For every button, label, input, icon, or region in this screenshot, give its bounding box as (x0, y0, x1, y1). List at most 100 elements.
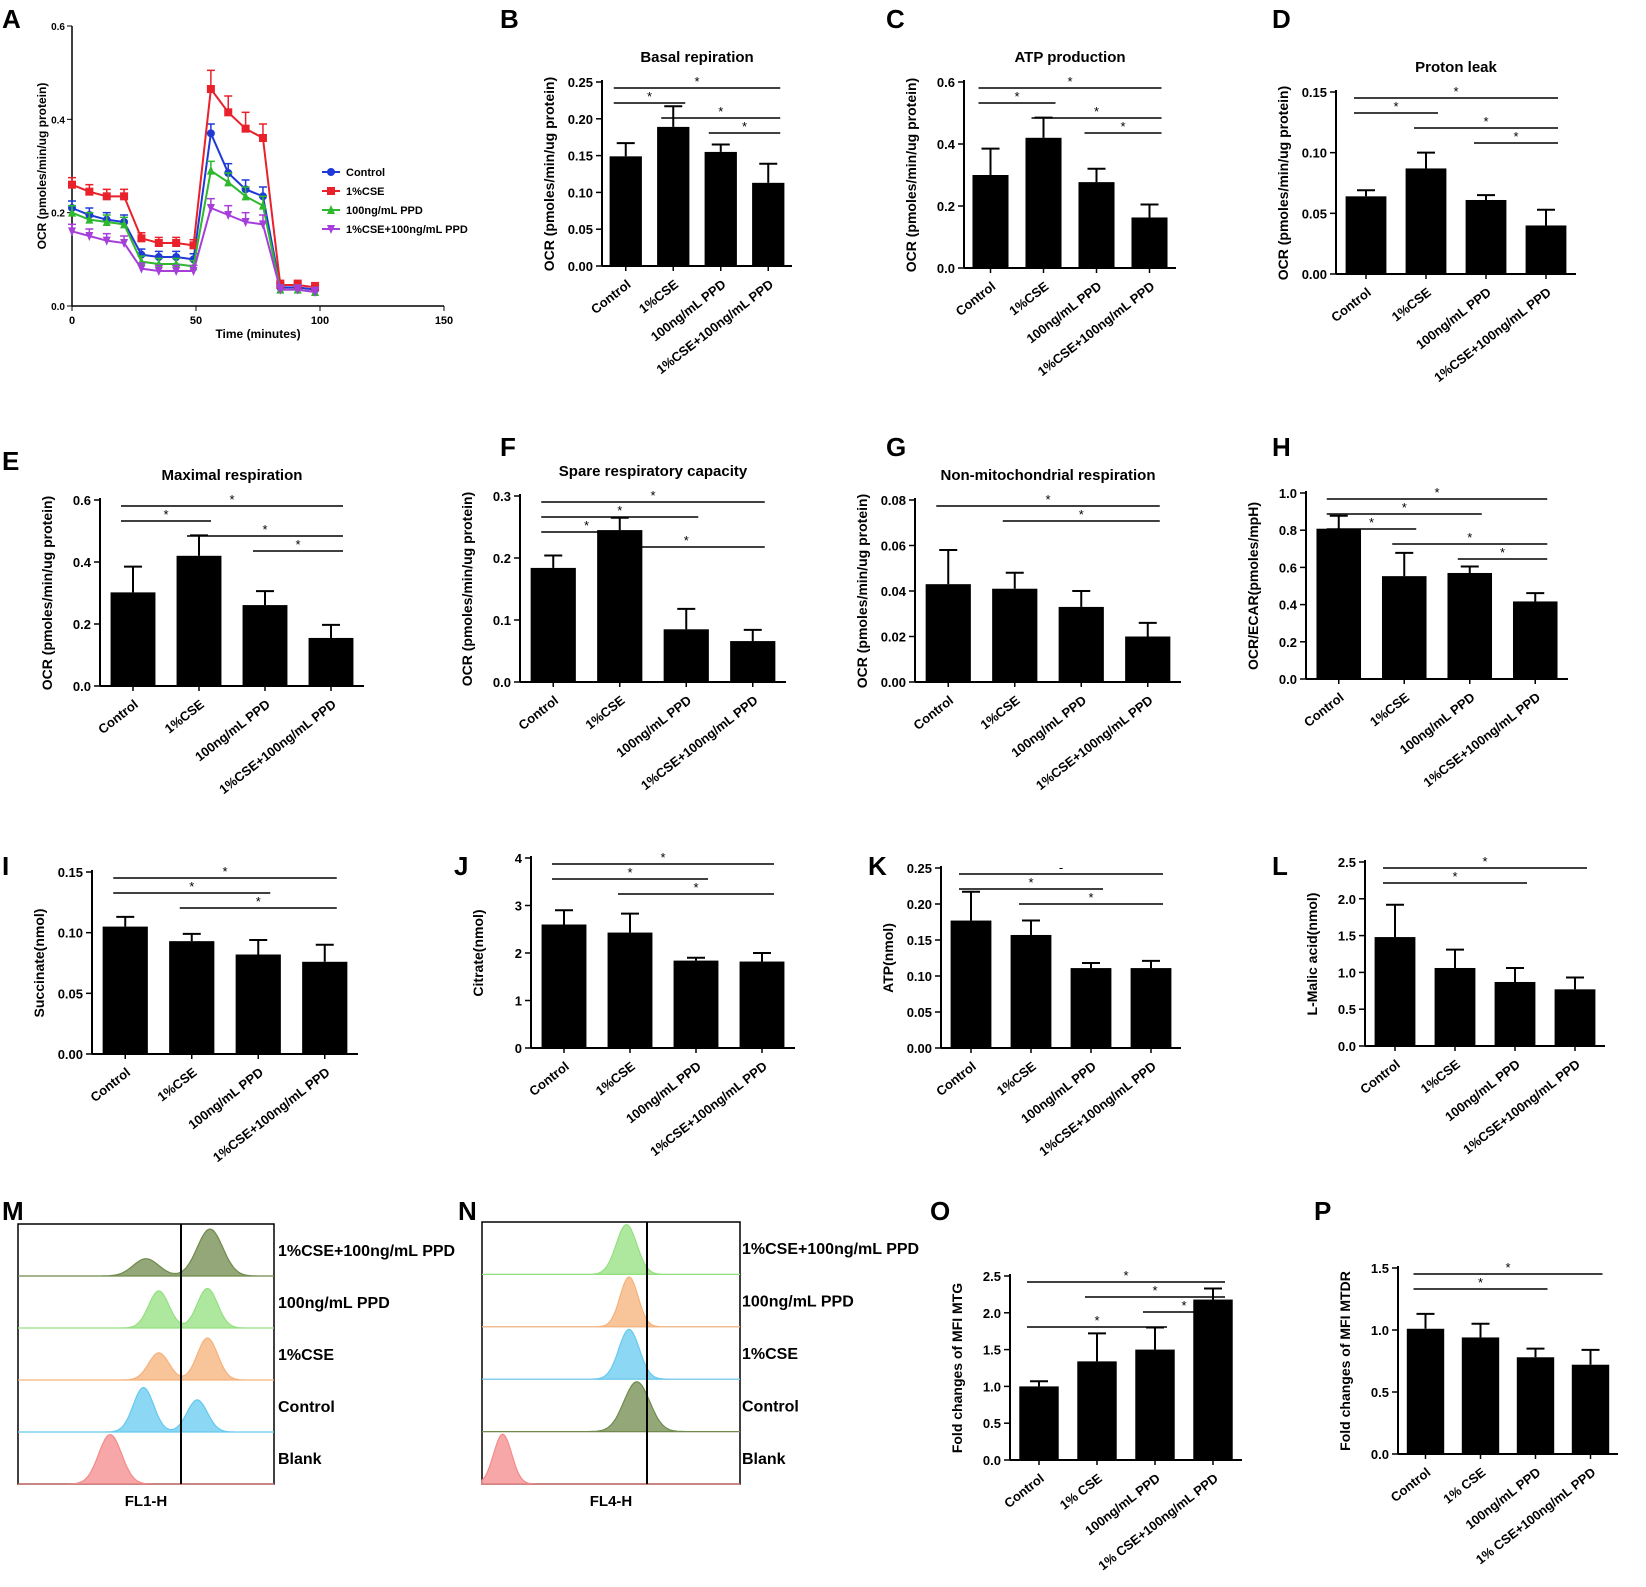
y-tick-label: 0.1 (493, 613, 511, 628)
data-point (206, 85, 215, 93)
x-tick-label: 0 (69, 315, 75, 327)
bar-0 (530, 567, 576, 682)
data-point (224, 211, 233, 220)
y-tick-label: 0.15 (907, 933, 932, 948)
histogram-track-2 (482, 1328, 740, 1380)
bar-1 (597, 530, 643, 682)
significance-mark: * (1152, 1283, 1157, 1298)
x-tick-label: 1%CSE+100ng/mL PPD (216, 697, 339, 797)
x-tick-label: Control (1328, 285, 1374, 325)
y-tick-label: 0.00 (881, 675, 906, 690)
chart-a: 0 50 100 150 0.0 0.2 0.4 0.6 Time (minutes) OCR (… (35, 22, 468, 341)
y-tick-label: 0.0 (493, 675, 511, 690)
y-axis-label: Succinate(nmol) (31, 909, 47, 1018)
bar-3 (730, 641, 776, 682)
y-tick-label: 0.5 (1371, 1385, 1389, 1400)
x-tick-label: 1%CSE (154, 1064, 199, 1104)
x-axis-label: FL1-H (125, 1493, 168, 1510)
bar-2 (1135, 1349, 1175, 1460)
significance-mark: * (660, 850, 665, 865)
data-point (224, 108, 233, 117)
panel-letter-b: B (500, 4, 519, 34)
x-tick-label: Control (1301, 690, 1347, 730)
bar-1 (1381, 576, 1427, 679)
series-1 (68, 69, 320, 292)
bar-3 (1525, 225, 1567, 274)
chart-n: 1%CSE+100ng/mL PPD 100ng/mL PPD 1%CSE Contr… (481, 1221, 919, 1510)
significance-mark: * (1505, 1260, 1510, 1275)
chart-m: 1%CSE+100ng/mL PPD 100ng/mL PPD 1%CSE Contr… (17, 1223, 455, 1510)
y-tick-label: 0.6 (51, 22, 65, 33)
y-tick-label: 0.05 (1302, 206, 1327, 221)
y-tick-label: 0.3 (493, 489, 511, 504)
significance-mark: * (693, 880, 698, 895)
bar-2 (704, 151, 737, 266)
bar-1 (657, 126, 690, 266)
x-tick-label: Control (910, 693, 956, 733)
data-point (189, 241, 198, 250)
x-tick-label: Control (588, 277, 634, 317)
x-tick-label: Control (526, 1059, 572, 1099)
y-tick-label: 0.2 (51, 209, 65, 220)
significance-mark: * (584, 518, 589, 533)
track-label: 1%CSE+100ng/mL PPD (742, 1241, 919, 1258)
histogram-curve (18, 1337, 274, 1381)
panel-letter-a: A (2, 4, 21, 34)
significance-mark: * (1478, 1275, 1483, 1290)
y-tick-label: 0.4 (73, 555, 92, 570)
y-tick-label: 0.2 (1279, 635, 1297, 650)
bar-2 (1494, 981, 1536, 1046)
chart-title: Non-mitochondrial respiration (940, 467, 1155, 484)
significance-mark: * (1452, 869, 1457, 884)
chart-title: Basal repiration (640, 49, 753, 66)
y-tick-label: 3 (515, 899, 522, 914)
y-tick-label: 0.2 (73, 617, 91, 632)
x-tick-label: Control (1001, 1471, 1047, 1511)
legend-label: 1%CSE (346, 186, 385, 198)
data-point (172, 267, 181, 276)
series-3 (68, 197, 320, 297)
y-axis-label: ATP(nmol) (880, 923, 896, 993)
y-tick-label: 0.8 (1279, 523, 1297, 538)
data-point (172, 239, 181, 247)
significance-mark: * (1513, 129, 1518, 144)
panel-letter-e: E (2, 446, 19, 476)
y-tick-label: 0.5 (983, 1416, 1001, 1431)
y-tick-label: 0.25 (907, 861, 932, 876)
track-label: 1%CSE (278, 1347, 334, 1364)
data-point (327, 187, 335, 195)
significance-mark: * (1402, 500, 1407, 515)
data-point (311, 288, 320, 297)
data-point (206, 129, 215, 138)
y-tick-label: 1.0 (983, 1379, 1001, 1394)
bar-0 (972, 175, 1009, 268)
y-tick-label: 0.4 (937, 137, 956, 152)
bar-3 (302, 961, 348, 1054)
x-tick-label: Control (1357, 1057, 1403, 1097)
track-label: Blank (742, 1451, 786, 1468)
significance-mark: * (647, 89, 652, 104)
data-point (258, 134, 267, 142)
data-point (120, 192, 129, 201)
x-axis-label: Time (minutes) (215, 327, 300, 341)
track-label: 1%CSE (742, 1346, 798, 1363)
y-tick-label: 0.00 (907, 1041, 932, 1056)
significance-mark: * (1045, 492, 1050, 507)
panel-letter-h: H (1272, 432, 1291, 462)
bar-3 (1193, 1299, 1233, 1460)
x-tick-label: Control (87, 1065, 133, 1105)
histogram-curve (481, 1433, 740, 1485)
y-tick-label: 1.5 (1371, 1261, 1389, 1276)
track-label: 1%CSE+100ng/mL PPD (278, 1243, 455, 1260)
panel-letter-m: M (2, 1196, 24, 1226)
y-tick-label: 0.10 (568, 185, 593, 200)
significance-mark: * (1120, 119, 1125, 134)
significance-mark: * (718, 104, 723, 119)
significance-mark: * (1067, 74, 1072, 89)
panel-letter-i: I (2, 851, 9, 881)
x-tick-label: Control (953, 279, 999, 319)
y-tick-label: 1.0 (1338, 965, 1356, 980)
